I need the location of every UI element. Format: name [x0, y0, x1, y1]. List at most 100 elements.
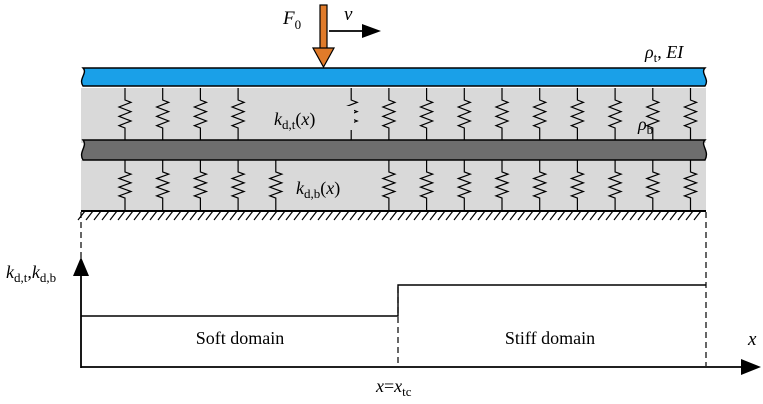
ground-hatch-line [245, 210, 254, 221]
stiffness-y-axis-label: kd,t,kd,b [6, 262, 56, 285]
ground-hatch-line [101, 210, 110, 221]
ground-hatch-line [333, 210, 342, 221]
velocity-arrow-head [362, 24, 381, 38]
top-beam [80, 67, 708, 87]
ground-hatch-line [629, 210, 638, 221]
ground-hatch-line [597, 210, 606, 221]
ground-hatch-line [213, 210, 222, 221]
spring [645, 160, 661, 210]
spring [268, 160, 284, 210]
ground-hatch-line [453, 210, 462, 221]
ground-hatch-line [205, 210, 214, 221]
stiffness-x-axis-arrow [741, 359, 761, 375]
ground-hatch-line [389, 210, 398, 221]
spring [154, 160, 171, 210]
ground-hatch-line [677, 210, 686, 221]
upper-springs-label-bg [272, 106, 354, 130]
soft-domain-label: Soft domain [196, 328, 285, 348]
ground-hatch-line [181, 210, 190, 221]
stiff-domain-label: Stiff domain [505, 328, 595, 348]
spring [607, 88, 623, 140]
ground-hatch-line [685, 210, 694, 221]
velocity-label: v [344, 4, 353, 25]
ground-hatch-line [285, 210, 294, 221]
spring [494, 160, 510, 210]
spring [117, 160, 133, 210]
ground-hatch-line [357, 210, 366, 221]
bottom-beam-label: ρb [637, 114, 653, 137]
ground-hatch-line [381, 210, 390, 221]
spring [569, 88, 586, 140]
ground-hatch-line [589, 210, 598, 221]
ground-hatch-line [125, 210, 134, 221]
force-arrow-shaft [319, 4, 328, 50]
ground-hatch-line [149, 210, 158, 221]
ground-hatch-line [549, 210, 558, 221]
ground-hatch-line [557, 210, 566, 221]
top-beam-label: ρt, EI [644, 42, 684, 65]
ground-hatch-line [517, 210, 526, 221]
ground-hatch-line [341, 210, 350, 221]
ground-hatch-line [405, 210, 414, 221]
ground-hatch-line [85, 210, 94, 221]
ground-hatching [77, 210, 706, 221]
spring [192, 88, 209, 140]
spring [494, 88, 510, 140]
ground-hatch-line [669, 210, 678, 221]
force-label: F0 [282, 8, 301, 32]
ground-hatch-line [261, 210, 270, 221]
ground-hatch-line [325, 210, 334, 221]
spring [381, 160, 397, 210]
ground-hatch-line [349, 210, 358, 221]
lower-springs [117, 160, 699, 210]
ground-hatch-line [605, 210, 614, 221]
ground-hatch-line [365, 210, 374, 221]
stiffness-x-axis-label: x [747, 329, 757, 350]
ground-hatch-line [429, 210, 438, 221]
ground-hatch-line [109, 210, 118, 221]
ground-hatch-line [637, 210, 646, 221]
lower-springs-label-bg [294, 175, 356, 199]
ground-hatch-line [373, 210, 382, 221]
ground-hatch-line [237, 210, 246, 221]
ground-hatch-line [269, 210, 278, 221]
upper-springs [117, 88, 699, 140]
spring [230, 160, 246, 210]
spring [117, 88, 133, 140]
spring [645, 88, 661, 140]
ground-hatch-line [221, 210, 230, 221]
ground-hatch-line [645, 210, 654, 221]
ground-hatch-line [613, 210, 622, 221]
ground-hatch-line [173, 210, 182, 221]
ground-hatch-line [573, 210, 582, 221]
force-arrow-head [311, 47, 336, 69]
spring [682, 88, 699, 140]
ground-hatch-line [621, 210, 630, 221]
upper-springs-label: kd,t(x) [274, 109, 315, 132]
ground-hatch-line [653, 210, 662, 221]
ground-hatch-line [565, 210, 574, 221]
spring [569, 160, 586, 210]
ground-hatch-line [277, 210, 286, 221]
ground-hatch-line [437, 210, 446, 221]
lower-springs-label: kd,b(x) [296, 178, 340, 201]
ground-hatch-line [533, 210, 542, 221]
ground-hatch-line [541, 210, 550, 221]
spring [192, 160, 209, 210]
spring [456, 160, 473, 210]
spring [531, 160, 548, 210]
ground-hatch-line [525, 210, 534, 221]
ground-hatch-line [413, 210, 422, 221]
ground-hatch-line [133, 210, 142, 221]
ground-hatch-line [485, 210, 494, 221]
ground-hatch-line [693, 210, 702, 221]
spring [456, 88, 472, 140]
ground-hatch-line [501, 210, 510, 221]
ground-hatch-line [397, 210, 406, 221]
spring [682, 160, 699, 210]
ground-hatch-line [197, 210, 206, 221]
ground-hatch-line [189, 210, 198, 221]
stiffness-step-line [81, 284, 706, 317]
ground-hatch-line [421, 210, 430, 221]
ground-hatch-line [661, 210, 670, 221]
